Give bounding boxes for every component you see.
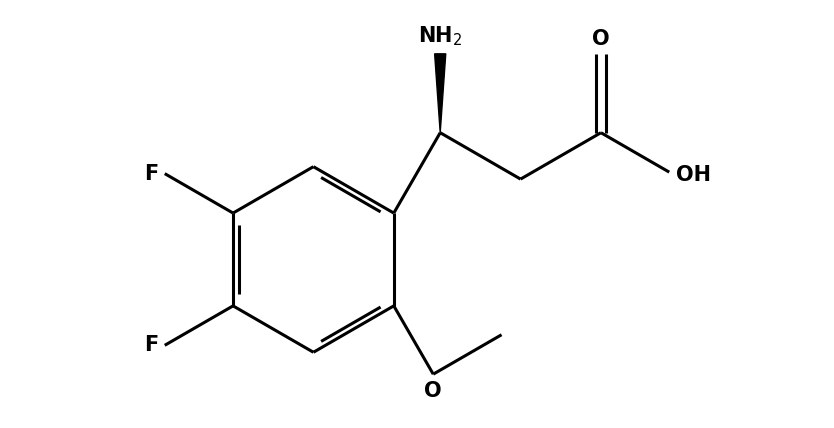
Text: O: O <box>592 29 610 49</box>
Text: F: F <box>144 163 158 184</box>
Text: OH: OH <box>676 165 711 185</box>
Text: F: F <box>144 335 158 355</box>
Text: NH$_2$: NH$_2$ <box>418 25 463 48</box>
Text: O: O <box>425 380 442 401</box>
Polygon shape <box>435 54 445 133</box>
